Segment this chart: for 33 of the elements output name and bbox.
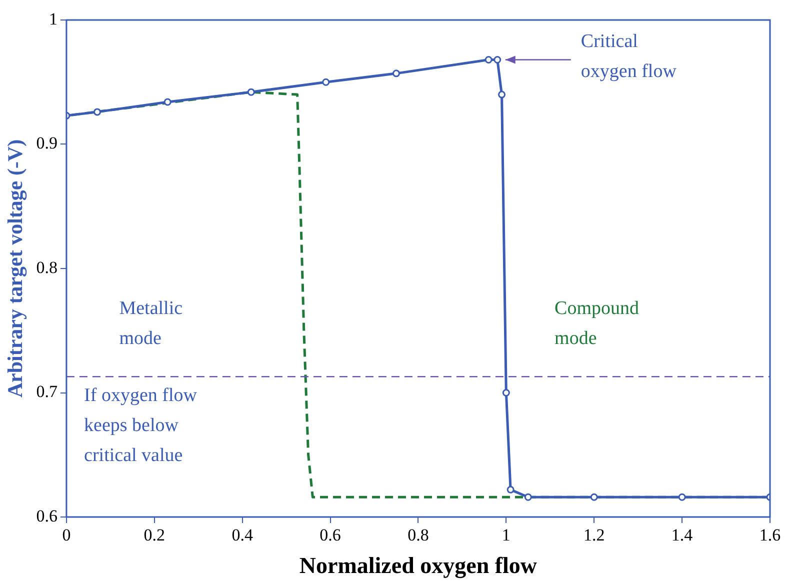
point [498, 90, 506, 98]
annotation: Critical oxygen flow [580, 30, 677, 82]
x-tick-label: 0.2 [144, 526, 166, 545]
y-tick-label: 0.9 [36, 134, 58, 153]
point [678, 493, 686, 501]
y-axis-title: Arbitrary target voltage (-V) [3, 139, 28, 398]
y-tick-label: 1 [48, 9, 58, 28]
annotation: Compound mode [554, 298, 640, 350]
x-tick-label: 1.6 [759, 526, 781, 545]
point [590, 493, 598, 501]
x-tick-label: 1.4 [671, 526, 694, 545]
point [247, 88, 255, 96]
y-tick-label: 0.8 [36, 258, 58, 277]
x-tick-label: 1 [502, 526, 510, 545]
point [93, 108, 101, 116]
annotation: If oxygen flow keeps below critical value [84, 385, 198, 466]
point [494, 56, 502, 64]
point [524, 493, 532, 501]
x-tick-label: 0 [62, 526, 71, 545]
y-tick-label: 0.6 [36, 506, 58, 526]
y-tick-label: 0.7 [36, 382, 58, 402]
point [164, 98, 172, 106]
x-tick-label: 1.2 [583, 526, 605, 545]
annotation: Metallic mode [119, 298, 183, 350]
x-tick-label: 0.6 [320, 526, 341, 545]
point [506, 486, 514, 494]
point [502, 389, 510, 396]
x-tick-label: 0.8 [408, 526, 429, 545]
point [484, 56, 492, 64]
point [322, 78, 330, 86]
x-tick-label: 0.4 [232, 526, 254, 545]
x-axis-title: Normalized oxygen flow [299, 553, 538, 580]
point [392, 70, 400, 78]
